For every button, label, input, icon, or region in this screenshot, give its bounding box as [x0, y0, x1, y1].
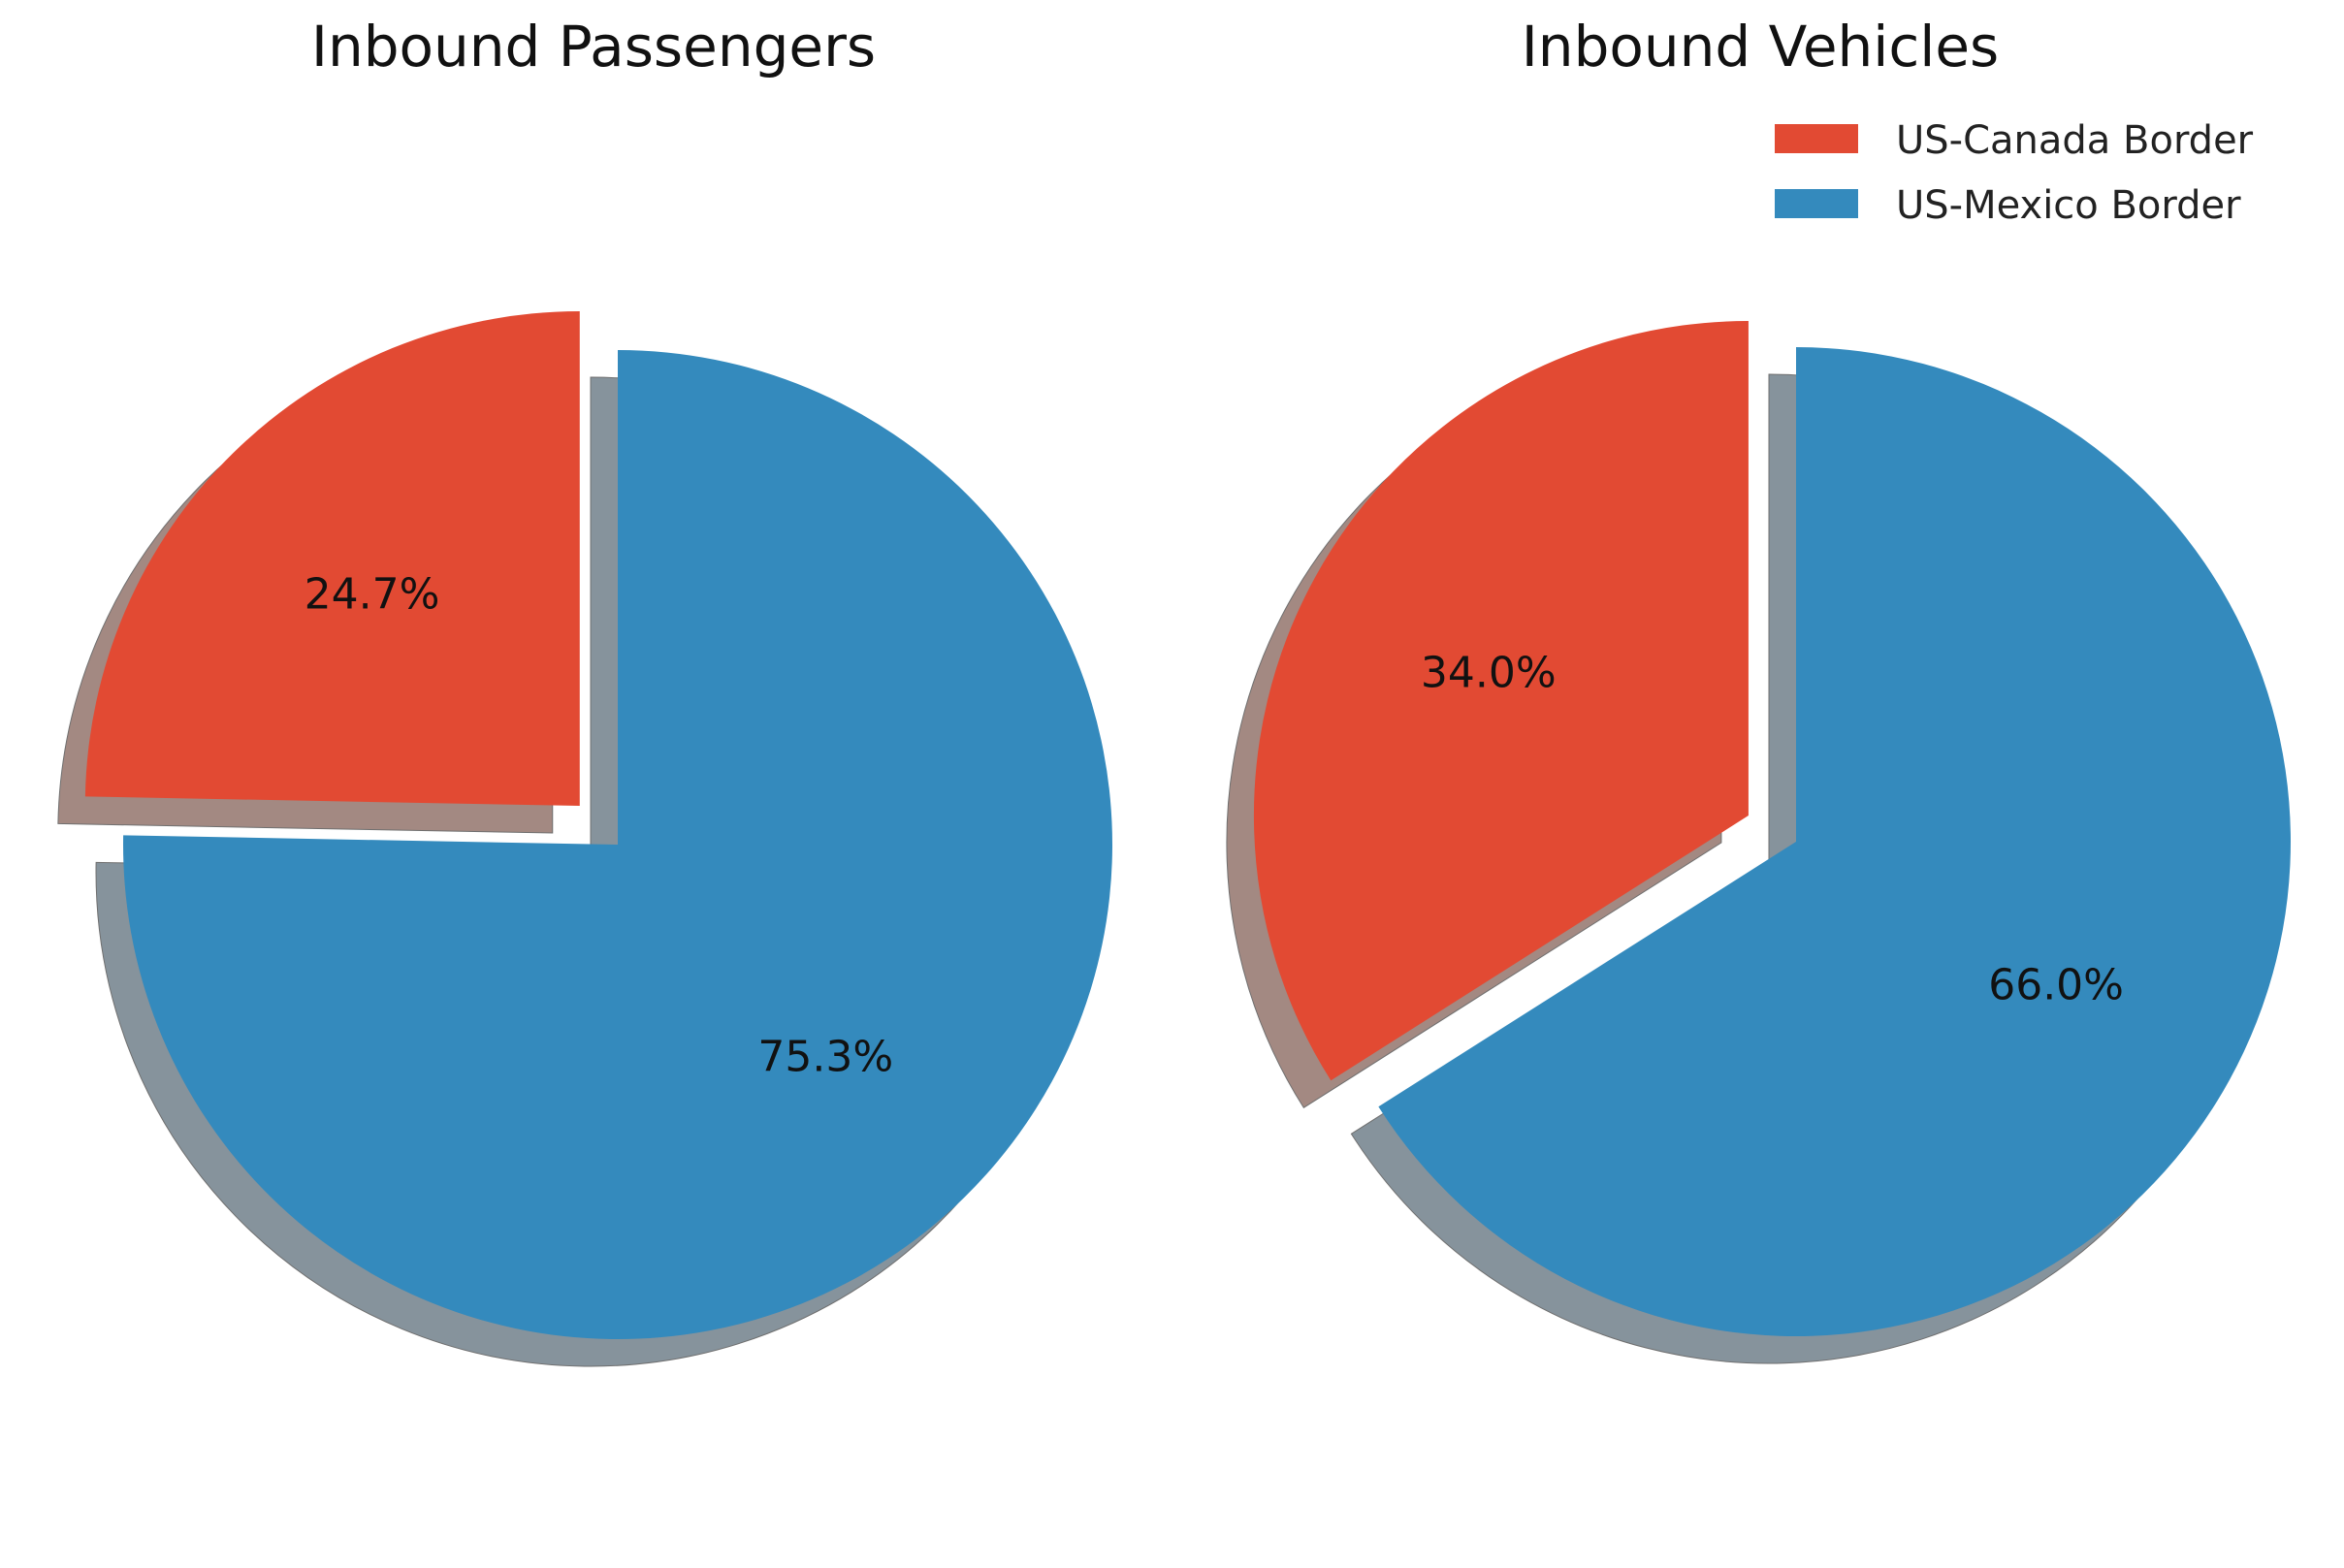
- legend: US-Canada Border US-Mexico Border: [1775, 118, 2254, 228]
- slice-us-mexico-border: [1378, 347, 2291, 1336]
- pie-chart-inbound-passengers: Inbound Passengers 24.7% 75.3%: [57, 14, 1112, 1367]
- legend-item-us-canada: US-Canada Border: [1775, 118, 2254, 163]
- chart-title: Inbound Vehicles: [1522, 14, 2000, 80]
- slice-label-us-canada-border: 24.7%: [305, 570, 440, 620]
- slice-layer: [84, 311, 1112, 1340]
- slice-label-us-mexico-border: 75.3%: [757, 1032, 893, 1081]
- legend-swatch-us-mexico: [1775, 189, 1858, 218]
- legend-label-us-canada: US-Canada Border: [1896, 118, 2254, 163]
- slice-us-mexico-border: [122, 350, 1112, 1340]
- legend-swatch-us-canada: [1775, 124, 1858, 153]
- slice-layer: [1253, 321, 2291, 1336]
- slice-us-canada-border: [1253, 321, 1749, 1081]
- chart-title: Inbound Passengers: [311, 14, 876, 80]
- slice-us-canada-border: [84, 311, 580, 807]
- legend-item-us-mexico: US-Mexico Border: [1775, 183, 2241, 228]
- label-layer: 34.0% 66.0%: [1421, 649, 2124, 1010]
- slice-label-us-mexico-border: 66.0%: [1988, 960, 2124, 1009]
- label-layer: 24.7% 75.3%: [305, 570, 894, 1082]
- pie-chart-inbound-vehicles: Inbound Vehicles 34.0% 66.0%: [1226, 14, 2291, 1364]
- legend-label-us-mexico: US-Mexico Border: [1896, 183, 2241, 228]
- slice-label-us-canada-border: 34.0%: [1421, 649, 1557, 698]
